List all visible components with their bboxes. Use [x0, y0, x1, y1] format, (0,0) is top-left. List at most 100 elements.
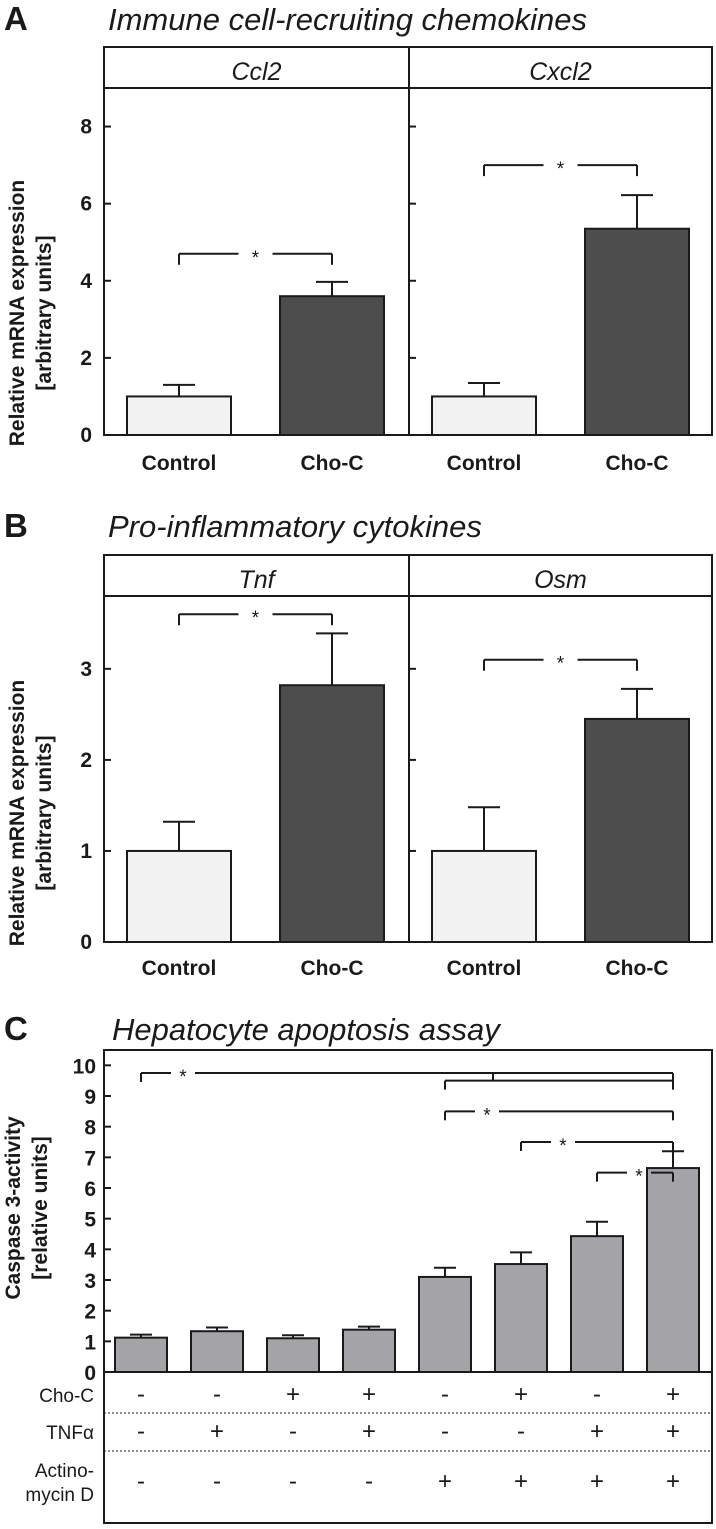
table-cell: + [514, 1468, 528, 1495]
panel-letter: B [4, 507, 28, 544]
y-tick-label: 8 [84, 1117, 96, 1140]
table-row-label: Cho-C [39, 1386, 94, 1407]
significance-star: * [252, 608, 260, 629]
bar [584, 227, 690, 436]
significance-star: * [559, 1136, 567, 1157]
y-tick-label: 2 [80, 749, 92, 772]
y-tick-label: 1 [84, 1331, 96, 1354]
x-tick-label: Cho-C [606, 957, 669, 980]
table-cell: + [362, 1418, 376, 1445]
table-cell: + [666, 1381, 680, 1408]
bar [646, 1167, 700, 1373]
table-cell: - [137, 1381, 145, 1408]
y-axis-label: Caspase 3-activity [relative units] [2, 1116, 52, 1300]
y-axis-label-line1: Caspase 3-activity [2, 1116, 25, 1300]
y-tick-label: 0 [80, 424, 92, 447]
x-tick-label: Control [447, 452, 522, 475]
y-tick-label: 8 [80, 116, 92, 139]
y-tick-label: 4 [84, 1239, 96, 1262]
table-cell: + [438, 1468, 452, 1495]
table-cell: + [514, 1381, 528, 1408]
y-tick-label: 4 [80, 270, 92, 293]
table-cell: - [213, 1468, 221, 1495]
bar [190, 1330, 244, 1374]
y-tick-label: 6 [80, 193, 92, 216]
bar [418, 1275, 472, 1374]
table-row-label: Actino- [35, 1461, 94, 1482]
x-tick-label: Control [447, 957, 522, 980]
y-axis-label: Relative mRNA expression [arbitrary units… [6, 680, 56, 947]
bar [494, 1263, 548, 1374]
bar [279, 295, 385, 437]
bar [279, 684, 385, 943]
y-axis-label-line2: [arbitrary units] [33, 235, 56, 390]
table-cell: - [137, 1418, 145, 1445]
table-cell: - [137, 1468, 145, 1495]
y-tick-label: 10 [73, 1055, 96, 1078]
x-tick-label: Cho-C [301, 452, 364, 475]
table-cell: - [593, 1381, 601, 1408]
y-tick-label: 6 [84, 1178, 96, 1201]
table-row-label: mycin D [25, 1485, 94, 1506]
y-tick-label: 2 [84, 1301, 96, 1324]
y-axis-label: Relative mRNA expression [arbitrary units… [6, 180, 56, 447]
table-cell: - [441, 1418, 449, 1445]
y-tick-label: 7 [84, 1147, 96, 1170]
x-tick-label: Cho-C [606, 452, 669, 475]
significance-star: * [179, 1067, 187, 1088]
y-tick-label: 9 [84, 1086, 96, 1109]
panel-title: Hepatocyte apoptosis assay [112, 1012, 502, 1047]
gene-label: Osm [534, 566, 587, 594]
bar [570, 1235, 624, 1373]
bar [126, 395, 232, 437]
table-cell: - [365, 1468, 373, 1495]
gene-label: Tnf [238, 566, 277, 594]
panel-letter: A [4, 0, 28, 37]
bar [584, 717, 690, 944]
table-cell: + [362, 1381, 376, 1408]
y-tick-label: 3 [84, 1270, 96, 1293]
table-cell: - [289, 1418, 297, 1445]
panel-c: C Hepatocyte apoptosis assay 0 1 2 3 4 5 6 7 8 9 10 C… [2, 1010, 713, 1524]
panel-frame [103, 1049, 713, 1524]
x-tick-label: Control [142, 452, 217, 475]
panel-title: Immune cell-recruiting chemokines [108, 2, 587, 37]
table-cell: - [441, 1381, 449, 1408]
table-cell: - [289, 1468, 297, 1495]
y-tick-label: 0 [80, 931, 92, 954]
y-tick-label: 1 [80, 840, 92, 863]
table-cell: + [286, 1381, 300, 1408]
panel-b: B Pro-inflammatory cytokines 0 1 2 3 Relative … [4, 507, 713, 980]
bar [431, 395, 537, 437]
table-cell: + [210, 1418, 224, 1445]
y-tick-label: 3 [80, 658, 92, 681]
x-tick-label: Cho-C [301, 957, 364, 980]
y-tick-label: 0 [84, 1362, 96, 1385]
table-cell: + [666, 1468, 680, 1495]
panel-title: Pro-inflammatory cytokines [108, 509, 482, 544]
table-cell: - [517, 1418, 525, 1445]
bar [431, 849, 537, 944]
y-axis-label-line1: Relative mRNA expression [6, 680, 29, 947]
significance-star: * [557, 159, 565, 180]
table-cell: + [590, 1468, 604, 1495]
table-row-label: TNFα [46, 1423, 94, 1444]
table-cell: - [213, 1381, 221, 1408]
panel-letter: C [4, 1010, 28, 1047]
table-cell: + [590, 1418, 604, 1445]
significance-star: * [635, 1167, 643, 1188]
y-axis-label-line1: Relative mRNA expression [6, 180, 29, 447]
table-cell: + [666, 1418, 680, 1445]
bar [342, 1328, 396, 1374]
y-axis-label-line2: [relative units] [29, 1136, 52, 1280]
gene-label: Cxcl2 [529, 58, 592, 86]
panel-a: A Immune cell-recruiting chemokines 0 2 4 6 8 R… [4, 0, 713, 475]
y-tick-label: 2 [80, 347, 92, 370]
significance-star: * [483, 1105, 491, 1126]
y-axis-label-line2: [arbitrary units] [33, 735, 56, 890]
significance-star: * [557, 654, 565, 675]
x-tick-label: Control [142, 957, 217, 980]
significance-star: * [252, 248, 260, 269]
gene-label: Ccl2 [231, 58, 281, 86]
bar [114, 1336, 168, 1373]
